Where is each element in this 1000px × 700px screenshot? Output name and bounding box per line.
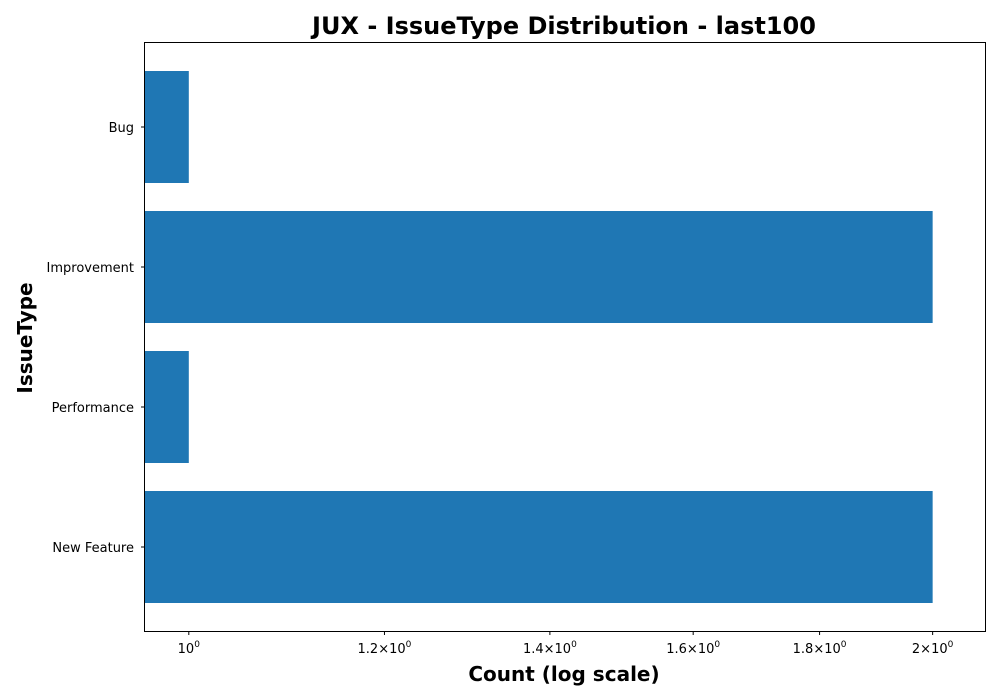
x-tick-label-1-8: 1.8×100	[793, 640, 847, 657]
chart-title: JUX - IssueType Distribution - last100	[310, 12, 816, 40]
bar-improvement	[145, 211, 933, 323]
plot-area-frame	[144, 42, 986, 632]
y-tick-label-new-feature: New Feature	[52, 541, 134, 556]
x-tick-label-1: 100	[178, 640, 201, 657]
x-tick-label-1-2: 1.2×100	[358, 640, 412, 657]
bars-layer	[145, 71, 933, 603]
bar-bug	[145, 71, 189, 183]
y-axis-ticks: Bug Improvement Performance New Feature	[47, 121, 145, 556]
bar-new-feature	[145, 491, 933, 603]
bar-performance	[145, 351, 189, 463]
x-tick-label-2: 2×100	[912, 640, 954, 657]
x-tick-label-1-6: 1.6×100	[666, 640, 720, 657]
y-tick-label-performance: Performance	[52, 401, 134, 416]
x-tick-label-1-4: 1.4×100	[523, 640, 577, 657]
y-axis-label: IssueType	[13, 282, 37, 393]
x-axis-ticks: 100 1.2×100 1.4×100 1.6×100 1.8×100 2×100	[178, 631, 954, 657]
y-tick-label-bug: Bug	[109, 121, 134, 136]
y-tick-label-improvement: Improvement	[47, 261, 134, 276]
x-axis-label: Count (log scale)	[468, 662, 659, 686]
